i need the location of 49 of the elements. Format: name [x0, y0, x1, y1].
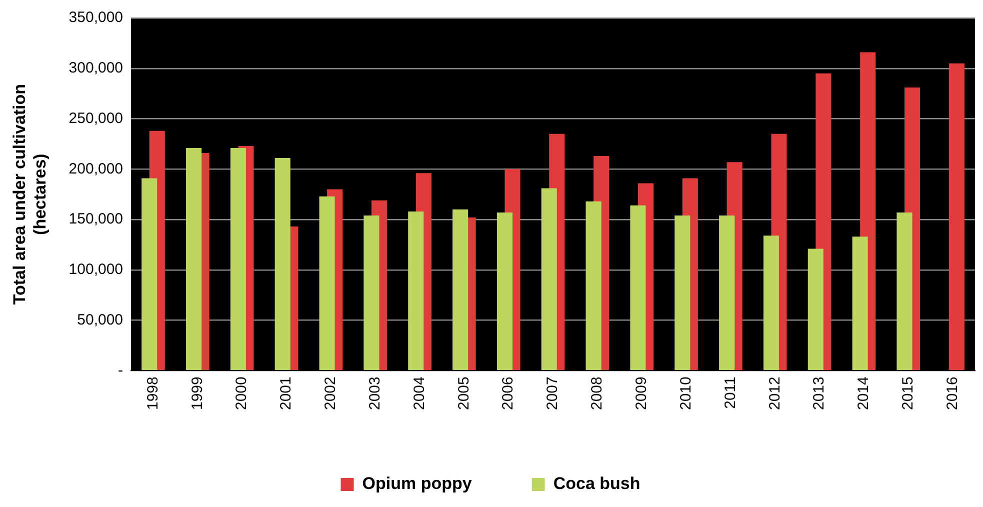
- bar: [674, 215, 690, 370]
- y-tick-label: 50,000: [77, 311, 124, 328]
- bar: [142, 178, 158, 370]
- bar: [948, 63, 964, 370]
- legend-label: Opium poppy: [362, 474, 472, 494]
- bar: [408, 211, 424, 370]
- y-tick-label: -: [118, 362, 124, 379]
- x-tick-label: 2005: [455, 376, 472, 410]
- x-tick-label: 2007: [544, 376, 562, 410]
- x-tick-label: 2001: [278, 376, 295, 410]
- x-tick-label: 2002: [322, 376, 340, 410]
- y-tick-label: 200,000: [68, 160, 124, 178]
- bar: [452, 209, 468, 370]
- y-axis-title: Total area under cultivation (hectares): [10, 84, 50, 305]
- x-tick-label: 2008: [588, 376, 606, 410]
- legend-label: Coca bush: [553, 474, 640, 494]
- bar: [630, 205, 646, 370]
- bar: [808, 248, 824, 370]
- bar: [719, 215, 735, 370]
- x-tick-label: 2016: [944, 376, 961, 410]
- y-tick-label: 150,000: [68, 210, 124, 228]
- y-tick-label: 300,000: [68, 60, 124, 77]
- bar: [364, 215, 380, 370]
- bar: [586, 201, 602, 370]
- bar: [186, 148, 202, 370]
- y-tick-label: 350,000: [68, 9, 124, 26]
- x-tick-label: 2011: [722, 376, 739, 409]
- bar: [763, 236, 779, 370]
- bar: [319, 196, 335, 370]
- x-tick-label: 2006: [500, 376, 517, 410]
- x-tick-label: 2000: [233, 376, 250, 410]
- bar: [896, 212, 912, 370]
- x-tick-label: 1998: [144, 376, 162, 410]
- bar: [230, 148, 246, 370]
- y-tick-label: 250,000: [68, 110, 124, 127]
- x-tick-label: 2012: [766, 376, 784, 410]
- bar: [496, 212, 512, 370]
- x-tick-label: 2013: [810, 376, 828, 410]
- x-tick-label: 1999: [188, 376, 206, 410]
- bar: [274, 158, 290, 370]
- x-tick-label: 2009: [632, 376, 650, 410]
- bar: [541, 188, 557, 370]
- bar: [852, 236, 868, 370]
- x-tick-label: 2010: [677, 376, 694, 410]
- x-tick-label: 2003: [366, 376, 384, 410]
- y-tick-label: 100,000: [68, 261, 124, 278]
- x-tick-label: 2014: [855, 376, 872, 410]
- x-tick-label: 2015: [900, 376, 917, 410]
- x-tick-label: 2004: [410, 376, 428, 410]
